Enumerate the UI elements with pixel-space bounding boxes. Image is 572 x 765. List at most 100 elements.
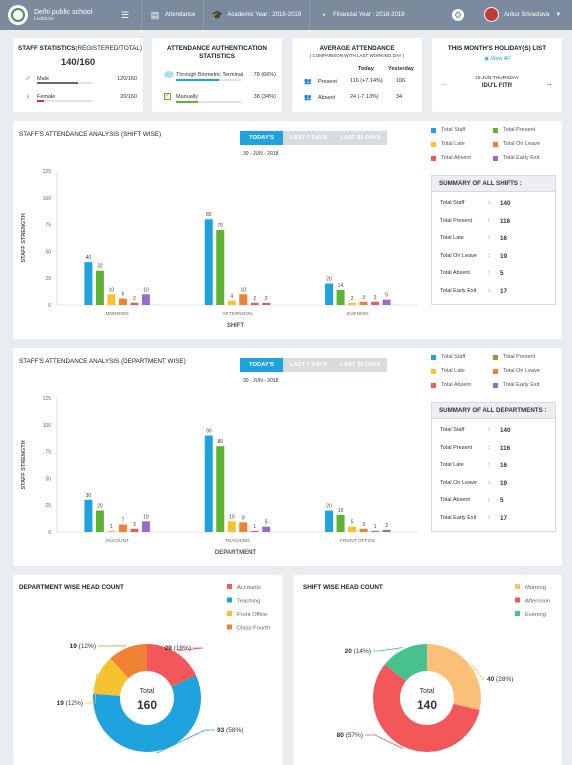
legend-item[interactable]: Total Staff [431, 354, 465, 360]
view-all-link[interactable]: ◉ View All [432, 56, 562, 62]
bar[interactable] [250, 302, 259, 305]
label-leader-line [85, 673, 98, 704]
bar[interactable] [348, 526, 357, 532]
legend-item[interactable]: Total Late [431, 141, 465, 147]
checkbox-icon: ✓ [164, 93, 171, 100]
bar[interactable] [348, 302, 357, 305]
bar-value-label: 2 [253, 296, 256, 302]
x-tick-label: FRONT OFFICE [340, 538, 375, 544]
bar[interactable] [262, 526, 271, 532]
tab-today[interactable]: TODAY'S [240, 358, 283, 372]
bar[interactable] [130, 528, 139, 532]
bar[interactable] [371, 530, 380, 532]
bar[interactable] [118, 298, 127, 305]
legend-item[interactable]: Total On Leave [493, 141, 540, 147]
financial-year-selector[interactable]: ◔ Financial Year : 2018-2019 [309, 0, 412, 30]
bar[interactable] [325, 283, 334, 305]
legend-label[interactable]: Class Fourth [237, 626, 270, 632]
male-row: ♂ Male 120/160 [25, 74, 137, 83]
bar[interactable] [382, 529, 391, 532]
slice-label: 19 (12%) [70, 643, 96, 650]
attendance-nav[interactable]: ▤ Attendance [141, 0, 203, 30]
academic-year-selector[interactable]: 🎓 Academic Year : 2018-2019 [203, 0, 309, 30]
bar[interactable] [227, 521, 236, 532]
bar[interactable] [227, 300, 236, 305]
tab-last-30-days[interactable]: LAST 30 DAYS [334, 358, 387, 372]
tab-last-30-days[interactable]: LAST 30 DAYS [334, 131, 387, 145]
donut-slice[interactable] [110, 644, 147, 679]
bar[interactable] [141, 294, 150, 305]
bar[interactable] [141, 521, 150, 532]
tab-last-7-days[interactable]: LAST 7 DAYS [283, 358, 334, 372]
bar[interactable] [118, 524, 127, 532]
legend-swatch [493, 382, 498, 388]
bar[interactable] [216, 446, 225, 532]
bar[interactable] [382, 299, 391, 305]
bar[interactable] [84, 262, 93, 305]
legend-label[interactable]: Morning [525, 585, 546, 591]
bar[interactable] [239, 522, 248, 532]
bar[interactable] [84, 499, 93, 532]
biometric-row: Through Biometric Terminal 78 (66%) [164, 71, 276, 78]
legend-item[interactable]: Total Staff [431, 127, 465, 133]
legend-label[interactable]: Afternoon [525, 599, 550, 605]
legend-swatch [431, 368, 436, 374]
donut-slice[interactable] [93, 675, 201, 752]
legend-item[interactable]: Total Absent [431, 382, 471, 388]
bar[interactable] [359, 528, 368, 532]
arrow-left-icon[interactable]: ← [441, 79, 449, 88]
legend-item[interactable]: Total Early Exit [493, 155, 539, 161]
manual-bar [176, 101, 241, 103]
tab-today[interactable]: TODAY'S [240, 131, 283, 145]
bar-value-label: 7 [122, 517, 125, 523]
biometric-bar-fill [176, 79, 219, 81]
user-menu[interactable]: Ankur Srivastava ▼ [484, 7, 561, 22]
bar[interactable] [107, 294, 116, 305]
gear-icon[interactable]: ⚙ [452, 9, 464, 21]
legend-swatch [431, 127, 436, 133]
legend-label[interactable]: Front Office [237, 612, 267, 618]
bar[interactable] [336, 514, 345, 532]
biometric-value: 78 (66%) [253, 71, 276, 78]
bar[interactable] [204, 219, 213, 305]
donut-slice[interactable] [147, 644, 197, 687]
legend-item[interactable]: Total Absent [431, 155, 471, 161]
legend-item[interactable]: Total Late [431, 368, 465, 374]
school-logo [8, 5, 28, 25]
bar[interactable] [216, 229, 225, 305]
bar-value-label: 10 [143, 514, 149, 520]
staff-statistics-suffix: (REGISTERED/TOTAL) [75, 45, 142, 52]
bar[interactable] [250, 530, 259, 532]
bar[interactable] [371, 301, 380, 305]
menu-button[interactable]: ☰ [114, 0, 141, 30]
legend-item[interactable]: Total Present [493, 354, 535, 360]
bar[interactable] [95, 270, 104, 305]
bar[interactable] [262, 302, 271, 305]
legend-label[interactable]: Evening [525, 612, 546, 618]
bar[interactable] [95, 510, 104, 532]
legend-swatch [431, 141, 436, 147]
bar-value-label: 10 [109, 287, 115, 293]
financial-year-label: Financial Year : 2018-2019 [333, 12, 405, 18]
bar[interactable] [325, 510, 334, 532]
summary-colon: : [488, 270, 490, 276]
legend-item[interactable]: Total On Leave [493, 368, 540, 374]
label-leader-line [156, 729, 215, 754]
bar[interactable] [130, 302, 139, 305]
donut-slice[interactable] [373, 664, 480, 752]
legend-label[interactable]: Teaching [237, 599, 260, 605]
legend-item[interactable]: Total Present [493, 127, 535, 133]
bar[interactable] [336, 289, 345, 305]
donut-slice[interactable] [427, 644, 481, 711]
donut-slice[interactable] [93, 658, 129, 696]
donut-slice[interactable] [384, 644, 427, 682]
legend-label[interactable]: Accounts [237, 585, 261, 591]
bar[interactable] [359, 301, 368, 305]
bar[interactable] [107, 530, 116, 532]
tab-last-7-days[interactable]: LAST 7 DAYS [283, 131, 334, 145]
bar[interactable] [239, 294, 248, 305]
bar[interactable] [204, 435, 213, 532]
slice-label: 29 (18%) [165, 645, 191, 652]
legend-item[interactable]: Total Early Exit [493, 382, 539, 388]
arrow-right-icon[interactable]: → [545, 79, 553, 88]
